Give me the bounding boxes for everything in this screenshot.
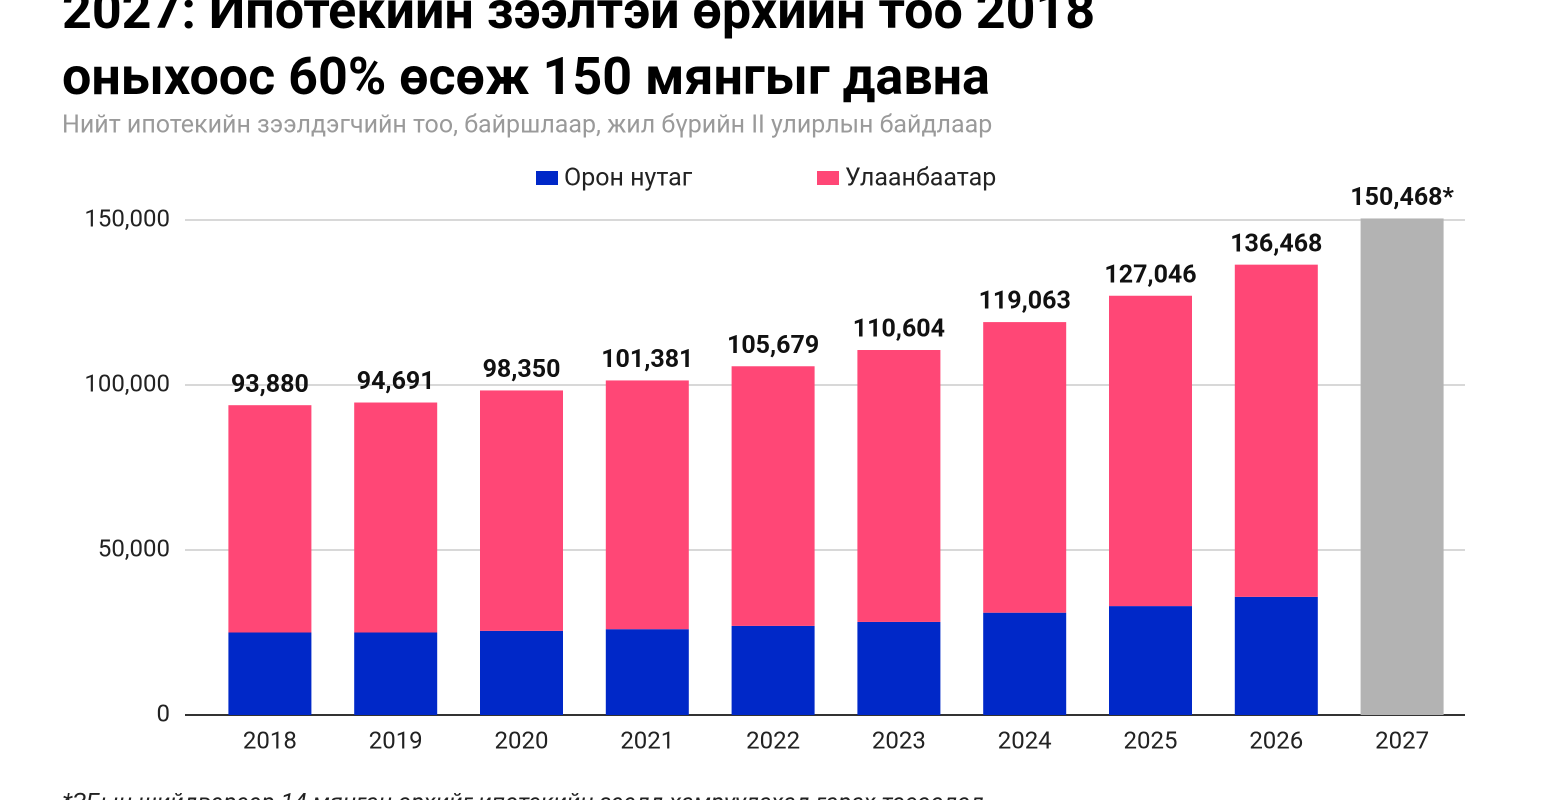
value-label: 119,063 (979, 287, 1071, 316)
bar-segment (1109, 295, 1192, 607)
bar-segment (983, 612, 1067, 715)
bar-segment (1109, 606, 1192, 715)
value-label: 110,604 (853, 315, 945, 344)
legend-swatch (536, 171, 558, 185)
bar-segment (1234, 596, 1318, 715)
legend-label: Улаанбаатар (845, 164, 996, 193)
y-tick-label: 150,000 (84, 204, 170, 232)
bar-segment (228, 405, 312, 633)
bar-segment (1234, 264, 1318, 597)
bar-segment (354, 402, 438, 633)
x-tick-label: 2023 (872, 726, 926, 754)
legend-label: Орон нутаг (564, 164, 693, 193)
x-tick-label: 2025 (1124, 726, 1178, 754)
x-tick-label: 2024 (998, 726, 1052, 754)
value-label: 105,679 (727, 331, 819, 360)
bar-segment (480, 630, 563, 715)
y-tick-label: 0 (157, 699, 171, 727)
bar-segment (480, 390, 563, 631)
bar-segment (228, 632, 312, 715)
bar-segment (857, 350, 941, 622)
bar-segment (605, 629, 689, 715)
value-label: 101,381 (601, 345, 693, 374)
value-label: 94,691 (357, 367, 435, 396)
y-tick-label: 50,000 (98, 534, 170, 562)
projection-bar (1360, 218, 1444, 715)
x-tick-label: 2018 (243, 726, 297, 754)
x-tick-label: 2027 (1375, 726, 1429, 754)
bar-segment (731, 366, 815, 626)
value-label: 127,046 (1104, 260, 1196, 289)
chart-title: 2027: Ипотекийн зээлтэй өрхийн тоо 2018 (62, 0, 1095, 41)
chart-title: оныхоос 60% өсөж 150 мянгыг давна (62, 46, 990, 107)
bar-segment (354, 632, 438, 715)
bar-segment (605, 380, 689, 630)
chart-subtitle: Нийт ипотекийн зээлдэгчийн тоо, байршлаа… (62, 111, 992, 140)
legend-swatch (817, 171, 839, 185)
x-tick-label: 2020 (495, 726, 549, 754)
value-label: 98,350 (483, 355, 561, 384)
bar-segment (983, 322, 1067, 613)
x-tick-label: 2021 (620, 726, 674, 754)
bar-segment (857, 621, 941, 715)
bar-segment (731, 625, 815, 715)
y-tick-label: 100,000 (84, 369, 170, 397)
x-tick-label: 2019 (369, 726, 423, 754)
x-tick-label: 2026 (1249, 726, 1303, 754)
footnote: *ЗГ-ын шийдвэрээр 14 мянган өрхийг ипоте… (62, 788, 984, 800)
value-label: 136,468 (1230, 229, 1322, 258)
value-label: 93,880 (231, 370, 309, 399)
x-tick-label: 2022 (746, 726, 800, 754)
value-label: 150,468* (1350, 183, 1454, 212)
